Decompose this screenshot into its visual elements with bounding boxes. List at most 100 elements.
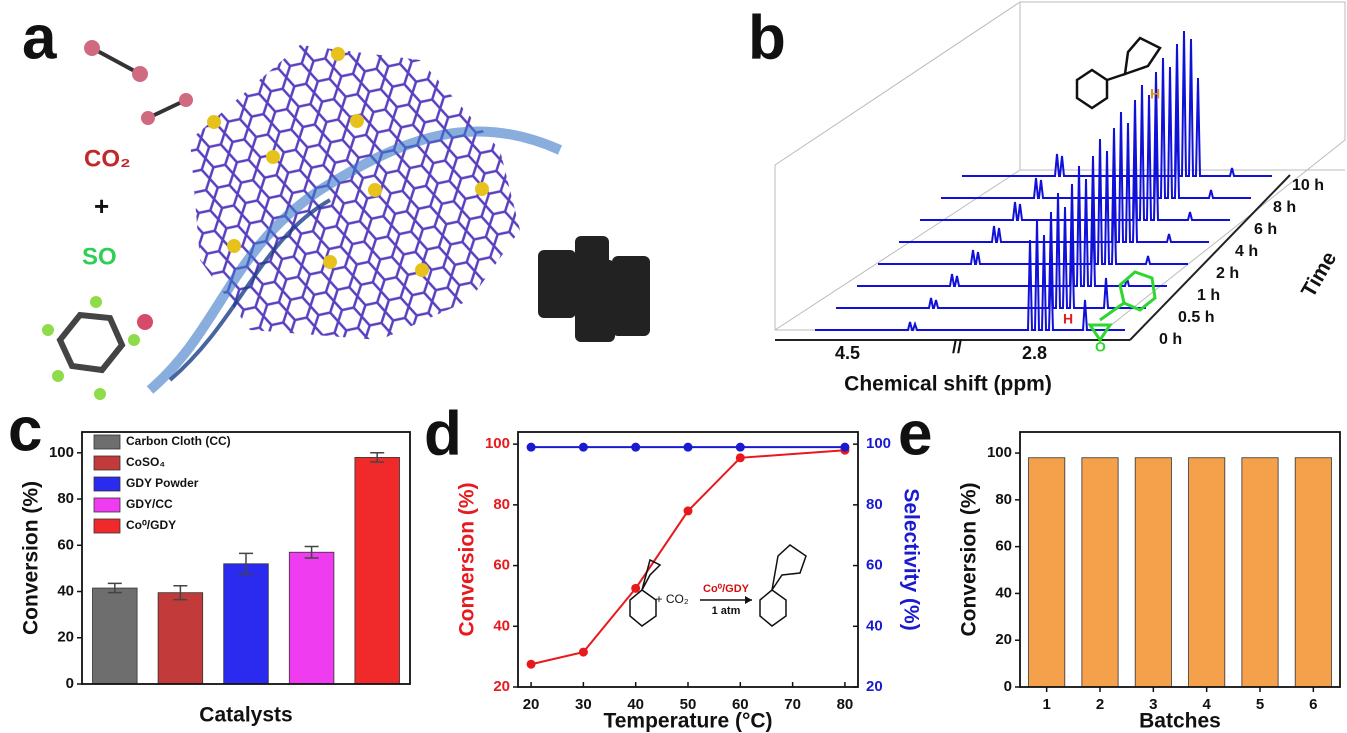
point (736, 443, 745, 452)
atom-label: H (1150, 86, 1160, 102)
time-label: 0 h (1159, 331, 1182, 348)
point (631, 584, 640, 593)
annotation: Co⁰/GDY (703, 583, 750, 595)
time-label: 10 h (1292, 177, 1324, 194)
ring (760, 590, 786, 626)
y-tick-label: 80 (57, 490, 74, 507)
point (736, 453, 745, 462)
y-tick-label: 20 (57, 629, 74, 646)
y-tick-label: 20 (493, 678, 510, 695)
point (840, 443, 849, 452)
bar (1082, 458, 1118, 687)
x-axis-label: Catalysts (199, 704, 292, 727)
time-label: 6 h (1254, 221, 1277, 238)
ring (630, 590, 656, 626)
y-tick-label: 0 (66, 675, 74, 692)
legend-label: Carbon Cloth (CC) (126, 434, 231, 448)
y-tick-label: 40 (57, 582, 74, 599)
spectra (815, 31, 1272, 330)
legend-label: GDY Powder (126, 476, 199, 490)
x-tick-label: 2.8 (1022, 343, 1047, 363)
panel-label: d (424, 399, 462, 468)
y2-tick-label: 100 (866, 435, 891, 452)
annotation: 1 atm (712, 605, 741, 617)
time-label: 2 h (1216, 265, 1239, 282)
y-tick-label: 60 (995, 538, 1012, 555)
y-tick-label: 100 (485, 435, 510, 452)
y2-axis-label: Selectivity (%) (899, 488, 922, 630)
y-tick-label: 40 (995, 584, 1012, 601)
panel-label: a (22, 3, 57, 72)
legend-swatch (94, 477, 120, 491)
x-tick-label: 4.5 (835, 343, 860, 363)
series-line (531, 450, 845, 664)
bar (92, 588, 137, 684)
legend-swatch (94, 519, 120, 533)
y2-tick-label: 60 (866, 557, 883, 574)
bar (289, 552, 334, 684)
plot-frame (1020, 432, 1340, 687)
legend-swatch (94, 498, 120, 512)
bar (355, 457, 400, 684)
legend-swatch (94, 456, 120, 470)
legend-label: CoSO₄ (126, 455, 165, 469)
legend-swatch (94, 435, 120, 449)
x-tick-label: 20 (523, 696, 540, 713)
co2-label: CO₂ (84, 145, 131, 172)
y2-tick-label: 80 (866, 496, 883, 513)
bar (1189, 458, 1225, 687)
x-tick-label: 70 (784, 696, 801, 713)
time-axis-label: Time (1297, 248, 1341, 302)
x-axis-label: Temperature (°C) (603, 710, 772, 733)
panel-a-illustration (42, 40, 650, 400)
point (684, 506, 693, 515)
panel-label: b (748, 3, 786, 72)
bar (1295, 458, 1331, 687)
legend-label: Co⁰/GDY (126, 518, 176, 532)
so-label: SO (82, 243, 117, 270)
time-label: 4 h (1235, 243, 1258, 260)
y-tick-label: 0 (1004, 678, 1012, 695)
bar (1242, 458, 1278, 687)
point (684, 443, 693, 452)
x-tick-label: 80 (837, 696, 854, 713)
bar (158, 593, 203, 684)
y-tick-label: 100 (49, 444, 74, 461)
x-tick-label: 5 (1256, 696, 1264, 713)
x-axis-label: Chemical shift (ppm) (844, 373, 1052, 396)
y-tick-label: 80 (995, 491, 1012, 508)
point (579, 648, 588, 657)
point (579, 443, 588, 452)
molecule (1077, 38, 1160, 108)
y-tick-label: 80 (493, 496, 510, 513)
x-tick-label: 2 (1096, 696, 1104, 713)
time-label: 1 h (1197, 287, 1220, 304)
spectrum (962, 31, 1272, 176)
x-tick-label: 1 (1042, 696, 1050, 713)
point (527, 443, 536, 452)
x-tick-label: 6 (1309, 696, 1317, 713)
plot-frame (518, 432, 858, 687)
figure: a b c d e CO₂ + SO 4.5 // 2.8 Chemical s… (0, 0, 1347, 733)
panel-label: e (898, 399, 932, 468)
y2-tick-label: 20 (866, 678, 883, 695)
annotation: + CO₂ (656, 592, 689, 606)
y-axis-label: Conversion (%) (958, 482, 981, 636)
x-tick-label: 30 (575, 696, 592, 713)
y-tick-label: 60 (57, 536, 74, 553)
atom-label: H (1063, 311, 1073, 327)
point (631, 443, 640, 452)
bar (1135, 458, 1171, 687)
plus-label: + (94, 191, 109, 221)
y2-tick-label: 40 (866, 617, 883, 634)
axis-break: // (952, 337, 962, 357)
y-axis-label: Conversion (%) (456, 482, 479, 636)
atom-label: O (1095, 339, 1106, 355)
legend-label: GDY/CC (126, 497, 173, 511)
x-axis-label: Batches (1139, 710, 1221, 733)
y-tick-label: 20 (995, 631, 1012, 648)
arrow-head (745, 596, 752, 604)
y-axis-label: Conversion (%) (20, 481, 43, 635)
y-tick-label: 40 (493, 617, 510, 634)
time-label: 8 h (1273, 199, 1296, 216)
